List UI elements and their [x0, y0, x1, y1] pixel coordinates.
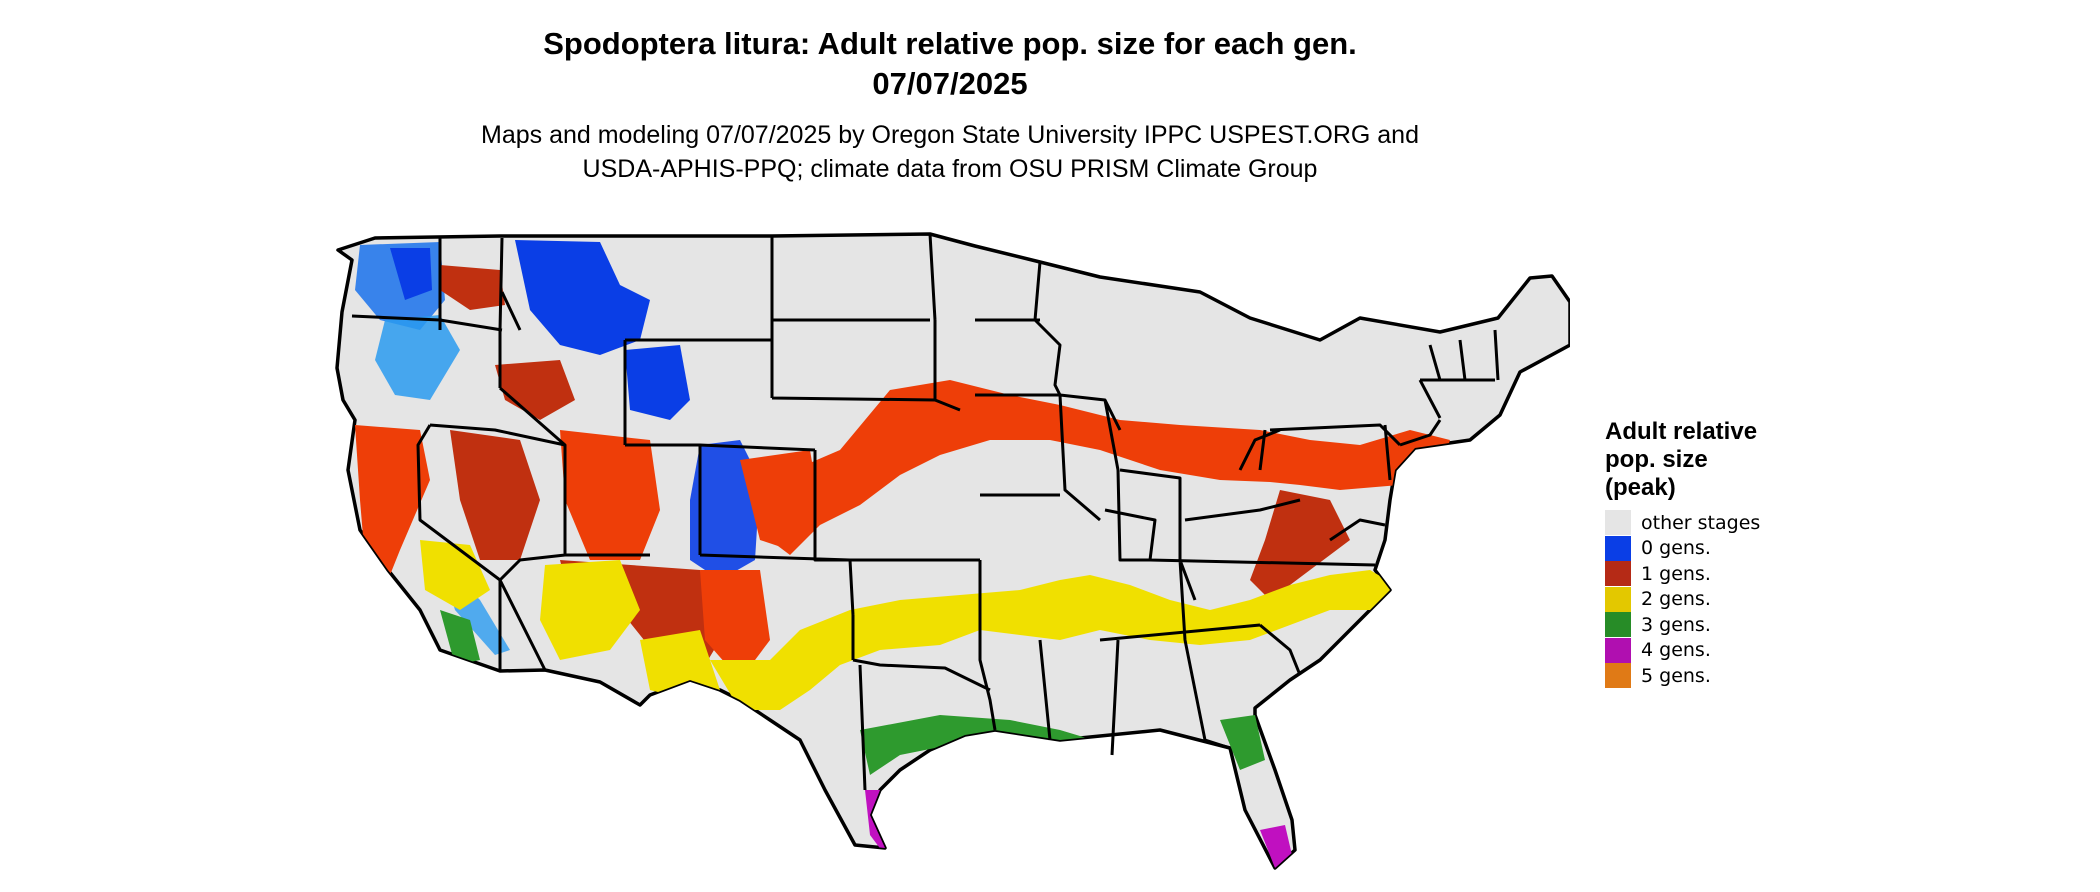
legend-swatch: [1605, 535, 1631, 561]
map-header: Spodoptera litura: Adult relative pop. s…: [0, 24, 1900, 186]
legend-swatch: [1605, 510, 1631, 536]
legend-item-other-stages: other stages: [1605, 510, 1805, 536]
legend-swatch: [1605, 586, 1631, 612]
zone-1-gens-midwest-band: [770, 380, 1450, 555]
legend-swatch: [1605, 561, 1631, 587]
legend-title-line: (peak): [1605, 474, 1676, 501]
legend-title-line: pop. size: [1605, 446, 1708, 473]
legend-label: 5 gens.: [1641, 664, 1711, 687]
state-borders: [351, 233, 1500, 791]
legend-label: other stages: [1641, 511, 1761, 534]
zone-2-gens: [420, 540, 1395, 710]
us-map: [335, 232, 1570, 870]
map-title-line-1: Spodoptera litura: Adult relative pop. s…: [543, 26, 1357, 61]
legend-item-2-gens: 2 gens.: [1605, 586, 1805, 613]
legend-item-0-gens: 0 gens.: [1605, 535, 1805, 562]
legend-swatch: [1605, 663, 1631, 689]
generation-zones: [355, 240, 1450, 868]
map-subtitle-line-1: Maps and modeling 07/07/2025 by Oregon S…: [481, 121, 1419, 149]
zone-4-gens: [865, 790, 1292, 868]
legend-swatch: [1605, 637, 1631, 663]
legend-label: 2 gens.: [1641, 588, 1711, 611]
legend-label: 1 gens.: [1641, 562, 1711, 585]
legend-label: 0 gens.: [1641, 537, 1711, 560]
legend-label: 3 gens.: [1641, 613, 1711, 636]
map-title-line-2: 07/07/2025: [872, 66, 1028, 101]
legend-item-3-gens: 3 gens.: [1605, 612, 1805, 638]
legend-item-4-gens: 4 gens.: [1605, 637, 1805, 664]
legend-items: other stages 0 gens. 1 gens. 2 gens. 3 g…: [1605, 510, 1805, 689]
map-title: Spodoptera litura: Adult relative pop. s…: [0, 24, 1900, 104]
map-subtitle: Maps and modeling 07/07/2025 by Oregon S…: [0, 118, 1900, 186]
legend-swatch: [1605, 612, 1631, 638]
zone-1-gens-east: [1250, 490, 1350, 600]
legend-item-5-gens: 5 gens.: [1605, 663, 1805, 689]
legend-label: 4 gens.: [1641, 639, 1711, 662]
map-subtitle-line-2: USDA-APHIS-PPQ; climate data from OSU PR…: [582, 155, 1318, 183]
map-legend: Adult relative pop. size (peak) other st…: [1605, 418, 1805, 689]
zone-0-gens-west: [355, 240, 760, 655]
legend-title-line: Adult relative: [1605, 418, 1758, 445]
legend-title: Adult relative pop. size (peak): [1605, 418, 1805, 502]
legend-item-1-gens: 1 gens.: [1605, 561, 1805, 587]
